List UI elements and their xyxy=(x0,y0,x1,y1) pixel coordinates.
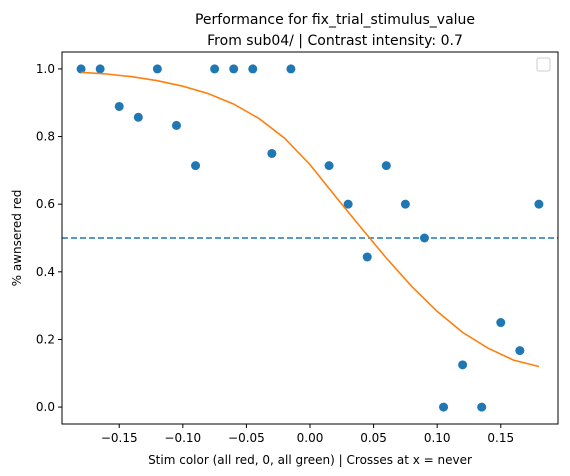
y-axis-label: % awnsered red xyxy=(10,190,24,287)
x-axis: −0.15 −0.10 −0.05 0.00 0.05 0.10 0.15 xyxy=(101,424,514,445)
data-point xyxy=(325,161,334,170)
data-point xyxy=(458,360,467,369)
data-point xyxy=(496,318,505,327)
y-tick-label: 0.8 xyxy=(36,130,55,144)
x-tick-label: 0.00 xyxy=(297,431,324,445)
y-tick-label: 0.0 xyxy=(36,400,55,414)
y-tick-label: 0.6 xyxy=(36,197,55,211)
data-point xyxy=(515,346,524,355)
data-point xyxy=(248,64,257,73)
data-point xyxy=(477,403,486,412)
chart-title: Performance for fix_trial_stimulus_value xyxy=(195,12,475,28)
y-tick-label: 0.4 xyxy=(36,265,55,279)
x-tick-label: 0.05 xyxy=(360,431,387,445)
data-point xyxy=(172,121,181,130)
data-point xyxy=(267,149,276,158)
x-tick-label: −0.05 xyxy=(228,431,265,445)
data-point xyxy=(401,200,410,209)
data-point xyxy=(210,64,219,73)
data-point xyxy=(286,64,295,73)
data-point xyxy=(382,161,391,170)
data-point xyxy=(153,64,162,73)
y-tick-label: 1.0 xyxy=(36,62,55,76)
x-tick-label: 0.15 xyxy=(487,431,514,445)
data-point xyxy=(191,161,200,170)
data-point xyxy=(363,252,372,261)
fit-curve xyxy=(81,72,539,366)
data-point xyxy=(534,200,543,209)
x-tick-label: −0.15 xyxy=(101,431,138,445)
x-tick-label: 0.10 xyxy=(424,431,451,445)
y-axis: 0.0 0.2 0.4 0.6 0.8 1.0 xyxy=(36,62,62,414)
legend xyxy=(537,58,550,71)
data-point xyxy=(134,113,143,122)
data-point xyxy=(420,234,429,243)
chart-subtitle: From sub04/ | Contrast intensity: 0.7 xyxy=(207,33,463,49)
y-tick-label: 0.2 xyxy=(36,332,55,346)
data-point xyxy=(439,403,448,412)
data-point xyxy=(229,64,238,73)
x-tick-label: −0.10 xyxy=(164,431,201,445)
data-point xyxy=(115,102,124,111)
plot-area xyxy=(62,64,558,411)
x-axis-label: Stim color (all red, 0, all green) | Cro… xyxy=(148,453,472,467)
data-point xyxy=(96,64,105,73)
